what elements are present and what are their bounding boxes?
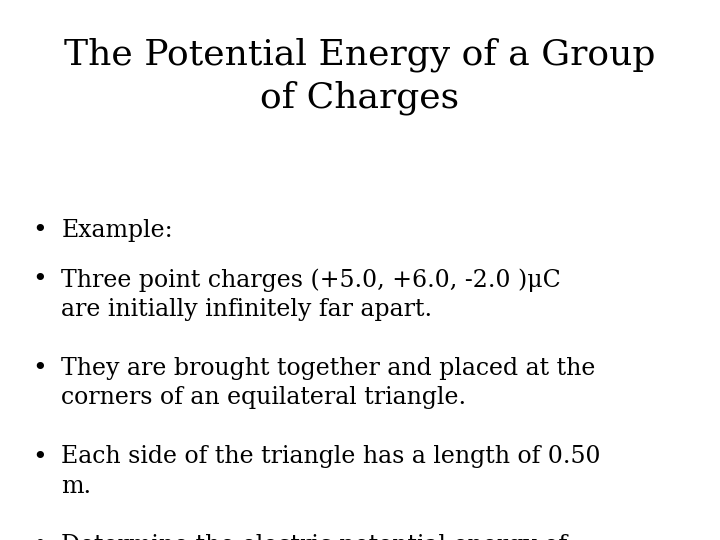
- Text: •: •: [32, 268, 47, 292]
- Text: The Potential Energy of a Group
of Charges: The Potential Energy of a Group of Charg…: [64, 38, 656, 115]
- Text: •: •: [32, 534, 47, 540]
- Text: •: •: [32, 446, 47, 469]
- Text: They are brought together and placed at the
corners of an equilateral triangle.: They are brought together and placed at …: [61, 357, 595, 409]
- Text: •: •: [32, 219, 47, 242]
- Text: •: •: [32, 357, 47, 380]
- Text: Determine the electric potential energy of
the triangular group.: Determine the electric potential energy …: [61, 534, 567, 540]
- Text: Three point charges (+5.0, +6.0, -2.0 )μC
are initially infinitely far apart.: Three point charges (+5.0, +6.0, -2.0 )μ…: [61, 268, 561, 321]
- Text: Each side of the triangle has a length of 0.50
m.: Each side of the triangle has a length o…: [61, 446, 600, 498]
- Text: Example:: Example:: [61, 219, 173, 242]
